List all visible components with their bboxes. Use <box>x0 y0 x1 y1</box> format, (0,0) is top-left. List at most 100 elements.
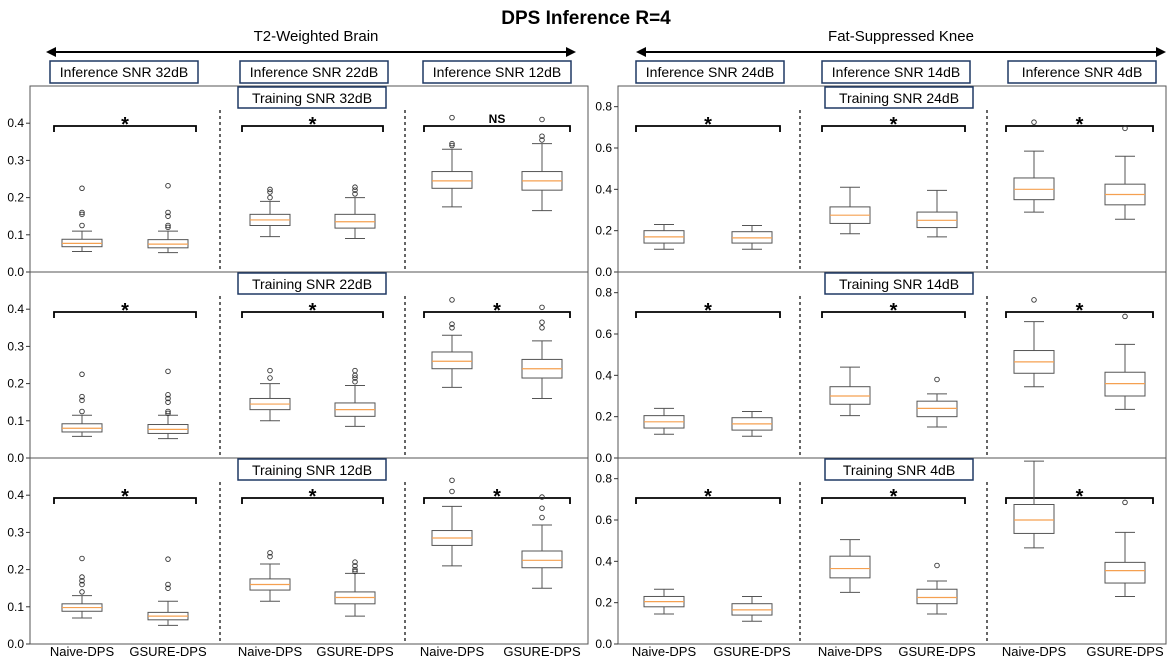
y-tick-label: 0.4 <box>595 554 612 568</box>
group-arrow-left-head <box>46 47 56 57</box>
box-iqr <box>431 171 473 189</box>
boxplot-naive-dps <box>1013 119 1055 213</box>
significance-bracket <box>1005 311 1154 318</box>
significance-label: * <box>704 300 712 322</box>
significance-label: * <box>1076 114 1084 136</box>
y-tick-label: 0.6 <box>595 513 612 527</box>
panel-knee-row3: 0.0 0.2 0.4 0.6 0.8 Training SNR 4dB * * * Naive-… <box>595 457 1167 659</box>
inference-label: Inference SNR 4dB <box>1022 64 1143 80</box>
group-arrow-right-head <box>1156 47 1166 57</box>
outlier-point <box>267 189 273 195</box>
x-tick-label: GSURE-DPS <box>316 644 394 659</box>
inference-label: Inference SNR 32dB <box>60 64 188 80</box>
boxplot-gsure-dps <box>731 411 773 437</box>
y-tick-label: 0.6 <box>595 141 612 155</box>
outlier-point <box>352 367 358 374</box>
training-label: Training SNR 12dB <box>252 462 372 478</box>
outlier-point <box>352 568 358 575</box>
outlier-point <box>1122 313 1128 320</box>
boxplot-naive-dps <box>431 114 473 208</box>
boxplot-naive-dps <box>829 539 871 593</box>
boxplot-gsure-dps <box>521 304 563 399</box>
outlier-point <box>165 585 171 591</box>
group-arrow-left-head <box>636 47 646 57</box>
boxplot-gsure-dps <box>334 367 376 427</box>
boxplot-gsure-dps <box>521 494 563 589</box>
boxplot-naive-dps <box>61 185 103 253</box>
y-tick-label: 0.2 <box>7 191 24 205</box>
outlier-point <box>1031 119 1037 125</box>
outlier-point <box>79 371 85 378</box>
cell: * <box>1005 114 1154 220</box>
box-iqr <box>1104 561 1146 584</box>
cell: * <box>1005 460 1154 597</box>
y-tick-label: 0.0 <box>7 451 24 465</box>
y-tick-label: 0.8 <box>595 472 612 486</box>
boxplot-naive-dps <box>249 550 291 602</box>
outlier-point <box>165 408 171 415</box>
inference-label-box <box>49 60 199 84</box>
x-tick-label: GSURE-DPS <box>898 644 976 659</box>
boxplot-gsure-dps <box>1104 499 1146 597</box>
y-tick-label: 0.1 <box>7 228 24 242</box>
outlier-point <box>165 581 171 588</box>
cell: * <box>635 300 781 437</box>
training-label-box <box>824 272 974 295</box>
training-label: Training SNR 32dB <box>252 90 372 106</box>
x-tick-label: Naive-DPS <box>420 644 485 659</box>
outlier-point <box>165 224 171 231</box>
cell: * <box>53 300 197 440</box>
outlier-point <box>352 191 358 197</box>
outlier-point <box>539 494 545 500</box>
outlier-point <box>539 505 545 511</box>
significance-label: * <box>493 486 501 508</box>
outlier-point <box>449 140 455 147</box>
boxplot-gsure-dps <box>334 184 376 240</box>
group-title: Fat-Suppressed Knee <box>828 28 974 45</box>
training-label: Training SNR 4dB <box>843 462 955 478</box>
x-tick-label: GSURE-DPS <box>1086 644 1164 659</box>
panel-frame <box>617 457 1167 645</box>
outlier-point <box>934 562 940 569</box>
boxplot-naive-dps <box>829 186 871 235</box>
boxplot-naive-dps <box>249 186 291 238</box>
outlier-point <box>267 375 273 381</box>
significance-bracket <box>53 125 197 132</box>
chart-marks: T2-Weighted Brain Inference SNR 32dB Infer… <box>7 28 1167 659</box>
outlier-point <box>539 325 545 331</box>
significance-bracket <box>241 497 384 504</box>
x-tick-label: GSURE-DPS <box>713 644 791 659</box>
significance-bracket <box>635 497 781 504</box>
outlier-point <box>79 589 85 595</box>
boxplot-naive-dps <box>829 366 871 417</box>
training-label-box <box>237 86 387 109</box>
outlier-point <box>352 566 358 573</box>
significance-bracket <box>1005 497 1154 504</box>
outlier-point <box>449 477 455 484</box>
outlier-point <box>449 297 455 303</box>
significance-bracket <box>423 497 571 504</box>
x-tick-label: Naive-DPS <box>50 644 115 659</box>
boxplot-naive-dps <box>61 371 103 437</box>
boxplot-gsure-dps <box>147 368 189 440</box>
significance-label: NS <box>489 112 506 126</box>
box-iqr <box>916 588 958 605</box>
outlier-point <box>165 213 171 219</box>
outlier-point <box>79 209 85 216</box>
significance-label: * <box>121 486 129 508</box>
outlier-point <box>1122 499 1128 506</box>
outlier-point <box>79 578 85 584</box>
significance-label: * <box>1076 486 1084 508</box>
boxplot-gsure-dps <box>147 182 189 254</box>
training-label-box <box>824 86 974 109</box>
training-label-box <box>824 458 974 481</box>
cell: * <box>635 114 781 250</box>
significance-bracket <box>635 125 781 132</box>
significance-label: * <box>493 300 501 322</box>
y-tick-label: 0.3 <box>7 339 24 353</box>
cell: * <box>1005 297 1154 410</box>
figure-title: DPS Inference R=4 <box>501 8 671 29</box>
y-tick-label: 0.0 <box>595 265 612 279</box>
cell: * <box>53 114 197 254</box>
boxplot-naive-dps <box>1013 297 1055 388</box>
